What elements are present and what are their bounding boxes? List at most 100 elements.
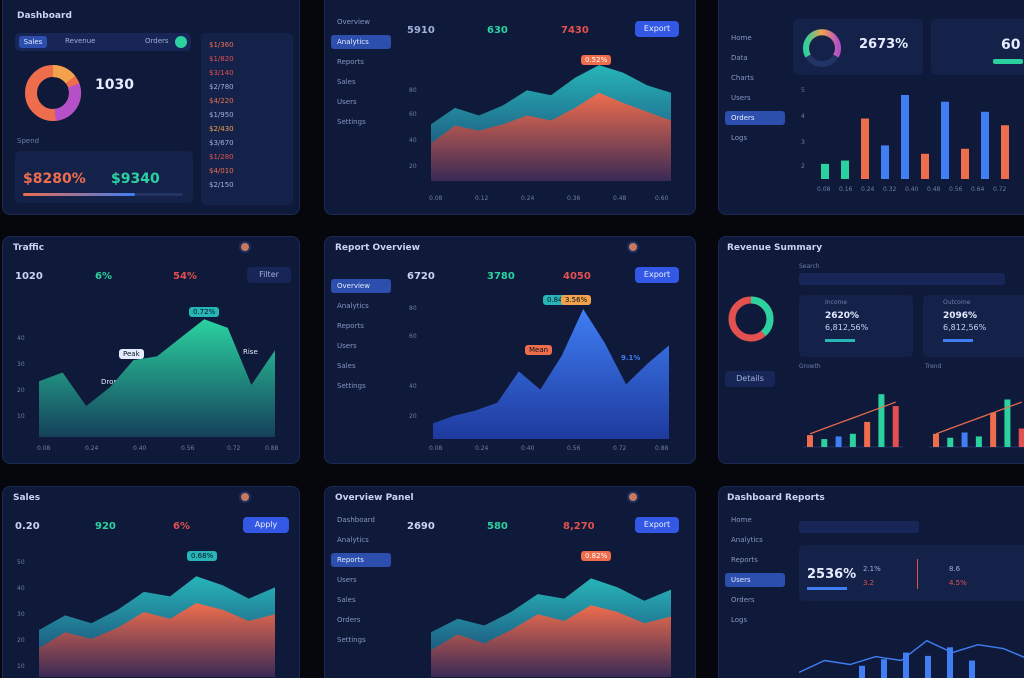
sidebar-item-settings[interactable]: Settings — [337, 636, 366, 644]
peak-label: 0.72% — [189, 307, 220, 317]
list-item: $2/150 — [209, 181, 234, 189]
sidebar-item-overview[interactable]: Overview — [337, 18, 370, 26]
list-item: $3/140 — [209, 69, 234, 77]
y-tick: 40 — [17, 335, 25, 342]
sidebar-item-analytics[interactable]: Analytics — [331, 35, 391, 49]
sidebar-item-analytics[interactable]: Analytics — [337, 302, 369, 310]
export-button[interactable]: Export — [635, 517, 679, 533]
area-chart — [39, 319, 275, 437]
sidebar-item-settings[interactable]: Settings — [337, 382, 366, 390]
panel-title: Overview Panel — [335, 493, 414, 503]
export-button[interactable]: Export — [635, 267, 679, 283]
list-item: $1/820 — [209, 55, 234, 63]
avatar[interactable] — [239, 241, 251, 253]
y-tick: 60 — [409, 111, 417, 118]
sidebar-item-home[interactable]: Home — [731, 516, 752, 524]
x-tick: 0.56 — [181, 445, 195, 452]
outcome-card: Outcome 2096% 6,812,56% — [923, 295, 1024, 357]
sidebar-item-users[interactable]: Users — [725, 573, 785, 587]
sidebar-item-overview[interactable]: Overview — [331, 279, 391, 293]
stat-label: Spend — [17, 137, 40, 145]
export-button[interactable]: Export — [635, 21, 679, 37]
trend-line — [799, 639, 1024, 674]
bar — [1001, 125, 1009, 179]
list-item: $4/010 — [209, 167, 234, 175]
x-tick: 0.36 — [567, 195, 581, 202]
search-input[interactable] — [799, 521, 919, 533]
area-chart — [39, 576, 275, 677]
area-series-bottom — [431, 605, 671, 677]
sidebar-item-users[interactable]: Users — [337, 576, 357, 584]
x-tick: 0.48 — [613, 195, 627, 202]
stat-card: $8280% $9340 — [15, 151, 193, 203]
list-item: $4/220 — [209, 97, 234, 105]
list-item: $1/360 — [209, 41, 234, 49]
x-tick: 0.40 — [521, 445, 535, 452]
sidebar-item-settings[interactable]: Settings — [337, 118, 366, 126]
ring-chart — [728, 296, 774, 342]
sidebar-item-sales[interactable]: Sales — [337, 596, 356, 604]
avatar[interactable] — [627, 491, 639, 503]
bar — [841, 160, 849, 179]
trend-line — [935, 401, 1022, 435]
sidebar-item-data[interactable]: Data — [731, 54, 748, 62]
sidebar-item-reports[interactable]: Reports — [331, 553, 391, 567]
x-tick: 0.08 — [37, 445, 51, 452]
sidebar-item-logs[interactable]: Logs — [731, 134, 748, 142]
sidebar-item-home[interactable]: Home — [731, 34, 752, 42]
filter-button[interactable]: Filter — [247, 267, 291, 283]
data-label: Mean — [525, 345, 553, 355]
tab-sales[interactable]: Sales — [19, 36, 47, 48]
area-series-bottom — [431, 92, 671, 181]
sidebar-item-users[interactable]: Users — [731, 94, 751, 102]
sidebar-item-orders[interactable]: Orders — [731, 596, 755, 604]
list-item: $1/950 — [209, 111, 234, 119]
sidebar-item-analytics[interactable]: Analytics — [731, 536, 763, 544]
details-button[interactable]: Details — [725, 371, 775, 387]
panel-title: Report Overview — [335, 243, 420, 253]
note-label: Drop — [101, 378, 118, 386]
dashboard-card-3: Home Data Charts Users Orders Logs 2673%… — [718, 0, 1024, 215]
x-tick: 0.56 — [949, 186, 963, 193]
stat-value-b: $9340 — [111, 171, 160, 187]
sidebar-item-logs[interactable]: Logs — [731, 616, 748, 624]
gauge-value: 2673% — [859, 37, 909, 52]
kpi-c: 7430 — [561, 25, 589, 36]
bar — [961, 432, 968, 447]
card-title: Income — [825, 299, 848, 306]
note-label: Rise — [243, 348, 258, 356]
toggle-icon[interactable] — [175, 36, 187, 48]
line-bar-chart — [799, 639, 1024, 678]
note-label: Peak — [119, 349, 144, 359]
sidebar-item-reports[interactable]: Reports — [337, 322, 364, 330]
sidebar-item-orders[interactable]: Orders — [725, 111, 785, 125]
tab-orders[interactable]: Orders — [145, 37, 169, 45]
kpi-c: 8,270 — [563, 521, 595, 532]
dashboard-card-8: Overview Panel Dashboard Analytics Repor… — [324, 486, 696, 678]
avatar[interactable] — [239, 491, 251, 503]
sidebar-item-sales[interactable]: Sales — [337, 78, 356, 86]
data-label: 9.1% — [621, 354, 641, 362]
sidebar-item-charts[interactable]: Charts — [731, 74, 754, 82]
search-input[interactable] — [799, 273, 1005, 285]
area-series — [433, 309, 669, 439]
sidebar-item-sales[interactable]: Sales — [337, 362, 356, 370]
bar — [901, 95, 909, 179]
sidebar-item-reports[interactable]: Reports — [731, 556, 758, 564]
area-series — [39, 319, 275, 437]
sidebar-item-users[interactable]: Users — [337, 342, 357, 350]
gauge-chart — [803, 29, 841, 67]
sidebar-item-reports[interactable]: Reports — [337, 58, 364, 66]
tab-revenue[interactable]: Revenue — [65, 37, 96, 45]
list-item: $2/430 — [209, 125, 234, 133]
sidebar-item-orders[interactable]: Orders — [337, 616, 361, 624]
sidebar-item-users[interactable]: Users — [337, 98, 357, 106]
kpi-c: 4050 — [563, 271, 591, 282]
card-value-2: 6,812,56% — [943, 323, 987, 332]
sidebar-item-dashboard[interactable]: Dashboard — [337, 516, 375, 524]
avatar[interactable] — [627, 241, 639, 253]
sidebar-item-analytics[interactable]: Analytics — [337, 536, 369, 544]
chart-subtitle: Trend — [925, 363, 942, 370]
kpi-b: 6% — [95, 271, 112, 282]
apply-button[interactable]: Apply — [243, 517, 289, 533]
